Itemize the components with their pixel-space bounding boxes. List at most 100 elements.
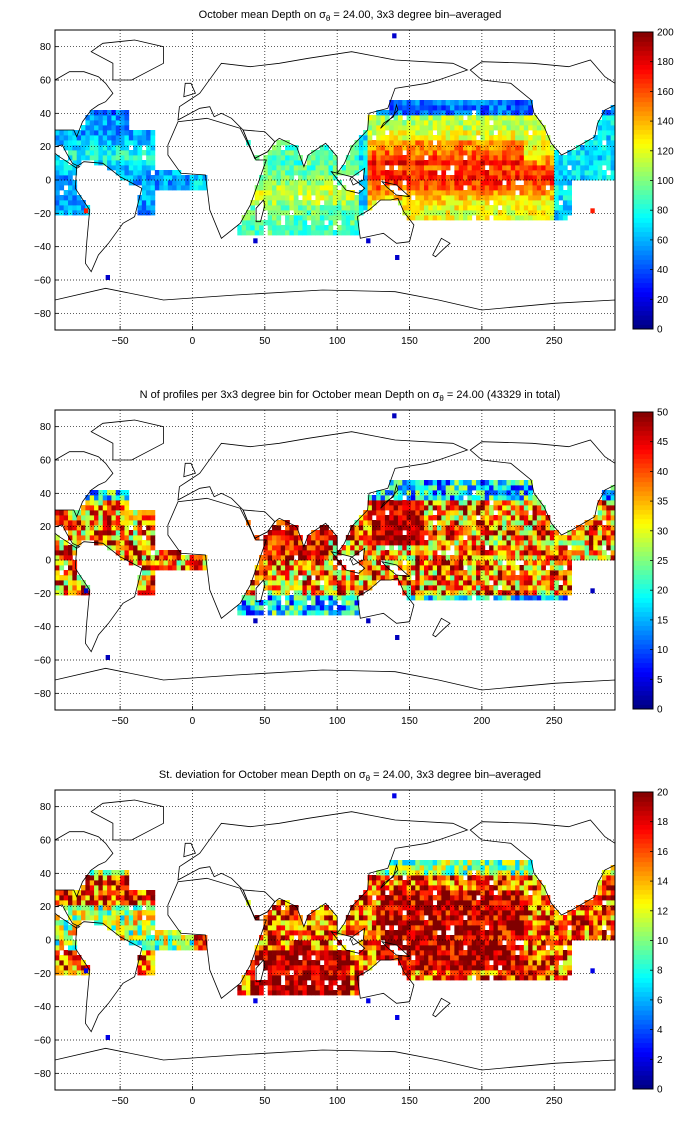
heatmap-cell bbox=[397, 130, 403, 136]
heatmap-cell bbox=[610, 115, 615, 121]
heatmap-cell bbox=[471, 190, 477, 196]
heatmap-cell bbox=[419, 125, 425, 131]
heatmap-cell bbox=[354, 990, 360, 996]
heatmap-cell bbox=[519, 505, 525, 511]
heatmap-cell bbox=[519, 135, 525, 141]
heatmap-cell bbox=[98, 120, 104, 126]
heatmap-cell bbox=[393, 550, 399, 556]
heatmap-cell bbox=[519, 215, 525, 221]
heatmap-cell bbox=[55, 185, 60, 191]
heatmap-cell bbox=[115, 490, 121, 496]
heatmap-cell bbox=[128, 135, 134, 141]
heatmap-cell bbox=[523, 580, 529, 586]
heatmap-cell bbox=[354, 905, 360, 911]
heatmap-cell bbox=[606, 145, 612, 151]
heatmap-cell bbox=[454, 520, 460, 526]
heatmap-cell bbox=[484, 550, 490, 556]
heatmap-cell bbox=[454, 540, 460, 546]
heatmap-cell bbox=[467, 555, 473, 561]
heatmap-cell bbox=[476, 575, 481, 581]
heatmap-cell bbox=[549, 205, 555, 211]
heatmap-cell bbox=[98, 140, 104, 146]
coastline bbox=[167, 117, 267, 239]
heatmap-cell bbox=[358, 570, 364, 576]
heatmap-cell bbox=[476, 555, 481, 561]
heatmap-cell bbox=[515, 590, 520, 596]
heatmap-cell bbox=[515, 495, 520, 501]
heatmap-cell bbox=[115, 545, 121, 551]
heatmap-cell bbox=[68, 205, 73, 211]
heatmap-cell bbox=[55, 550, 60, 556]
heatmap-cell bbox=[497, 100, 503, 106]
heatmap-cells bbox=[55, 793, 615, 1040]
heatmap-cell bbox=[81, 210, 86, 216]
heatmap-cell bbox=[63, 550, 69, 556]
x-tick-label: 200 bbox=[474, 716, 491, 727]
heatmap-cell bbox=[341, 980, 347, 986]
heatmap-cell bbox=[489, 145, 494, 151]
heatmap-cell bbox=[549, 530, 555, 536]
heatmap-cell bbox=[558, 540, 564, 546]
heatmap-cell bbox=[311, 925, 316, 931]
heatmap-cell bbox=[419, 110, 425, 116]
heatmap-cell bbox=[328, 595, 334, 601]
heatmap-cell bbox=[154, 935, 160, 941]
heatmap-cell bbox=[450, 140, 455, 146]
heatmap-cell bbox=[267, 950, 273, 956]
heatmap-cell bbox=[432, 115, 438, 121]
heatmap-cell bbox=[523, 550, 529, 556]
heatmap-cell bbox=[454, 505, 460, 511]
heatmap-cell bbox=[545, 550, 551, 556]
heatmap-cell bbox=[89, 895, 95, 901]
heatmap-cell bbox=[480, 525, 486, 531]
heatmap-cell bbox=[285, 525, 290, 531]
heatmap-cell bbox=[415, 145, 421, 151]
heatmap-cell bbox=[419, 520, 425, 526]
heatmap-cell bbox=[410, 185, 416, 191]
heatmap-cell bbox=[259, 955, 264, 961]
heatmap-cell bbox=[545, 170, 551, 176]
heatmap-cell bbox=[259, 575, 264, 581]
heatmap-cell bbox=[250, 985, 256, 991]
heatmap-cell bbox=[276, 190, 282, 196]
heatmap-cell bbox=[315, 200, 321, 206]
heatmap-cell bbox=[285, 165, 290, 171]
heatmap-cell bbox=[276, 540, 282, 546]
heatmap-cell bbox=[285, 955, 290, 961]
heatmap-cell bbox=[450, 130, 455, 136]
heatmap-cell bbox=[363, 175, 368, 181]
heatmap-cell bbox=[328, 580, 334, 586]
heatmap-cell bbox=[81, 535, 86, 541]
heatmap-cell bbox=[115, 110, 121, 116]
heatmap-cell bbox=[445, 530, 451, 536]
heatmap-cell bbox=[72, 150, 78, 156]
heatmap-cell bbox=[549, 185, 555, 191]
heatmap-cell bbox=[358, 535, 364, 541]
heatmap-cell bbox=[384, 915, 390, 921]
heatmap-cell bbox=[306, 570, 312, 576]
heatmap-cell bbox=[463, 200, 468, 206]
heatmap-cell bbox=[562, 535, 568, 541]
heatmap-cell bbox=[141, 560, 147, 566]
heatmap-cell bbox=[350, 165, 355, 171]
heatmap-cell bbox=[376, 905, 381, 911]
heatmap-cell bbox=[506, 525, 512, 531]
heatmap-cell bbox=[484, 520, 490, 526]
heatmap-cell bbox=[293, 150, 299, 156]
heatmap-cell bbox=[554, 555, 559, 561]
heatmap-cell bbox=[350, 990, 355, 996]
heatmap-cell bbox=[419, 915, 425, 921]
heatmap-cell bbox=[272, 530, 277, 536]
heatmap-cell bbox=[519, 200, 525, 206]
heatmap-cell bbox=[332, 915, 338, 921]
heatmap-cell bbox=[423, 875, 429, 881]
heatmap-cell bbox=[59, 545, 65, 551]
heatmap-cell bbox=[180, 555, 186, 561]
heatmap-cell bbox=[406, 565, 412, 571]
colorbar-step bbox=[633, 620, 653, 626]
heatmap-cell bbox=[493, 155, 499, 161]
heatmap-cell bbox=[502, 175, 507, 181]
heatmap-cell bbox=[515, 510, 520, 516]
heatmap-cell bbox=[471, 505, 477, 511]
heatmap-cell bbox=[189, 555, 195, 561]
